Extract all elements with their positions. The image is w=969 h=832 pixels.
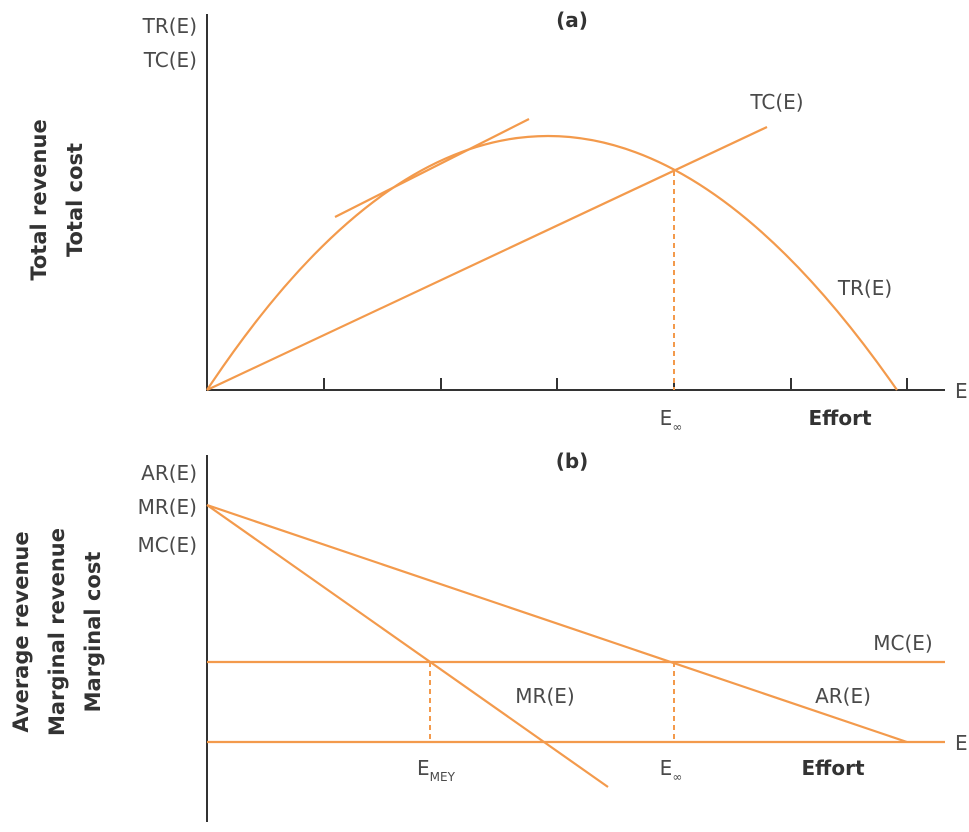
e-inf-label: E∞ bbox=[660, 406, 683, 434]
panel-b-title: (b) bbox=[556, 449, 589, 473]
total-cost-line bbox=[206, 126, 768, 391]
e-inf-main: E bbox=[660, 406, 673, 430]
e-mey-main: E bbox=[417, 756, 430, 780]
y-label-ar: AR(E) bbox=[141, 461, 197, 485]
e-mey-subscript: MEY bbox=[430, 770, 456, 784]
y-title-line-1: Average revenue bbox=[9, 531, 33, 732]
tangent-line bbox=[334, 118, 530, 218]
y-label-tr: TR(E) bbox=[142, 14, 197, 38]
x-end-label: E bbox=[955, 731, 968, 755]
panel-b: (b) AR(E) MR(E) MC(E) Average revenue Ma… bbox=[9, 449, 968, 822]
x-axis-title: Effort bbox=[808, 406, 871, 430]
mc-line-label: MC(E) bbox=[873, 631, 932, 655]
panel-b-y-title: Average revenue Marginal revenue Margina… bbox=[9, 528, 105, 736]
average-revenue-line bbox=[206, 503, 908, 744]
e-inf-main: E bbox=[660, 756, 673, 780]
e-mey-label: EMEY bbox=[417, 756, 456, 784]
x-axis-title: Effort bbox=[801, 756, 864, 780]
e-inf-label: E∞ bbox=[660, 756, 683, 784]
total-revenue-curve bbox=[206, 135, 898, 391]
mr-line-label: MR(E) bbox=[515, 684, 574, 708]
e-inf-subscript: ∞ bbox=[672, 420, 682, 434]
y-label-tc: TC(E) bbox=[143, 48, 197, 72]
panel-a: (a) TR(E) TC(E) Total revenue Total cost… bbox=[27, 8, 968, 434]
y-label-mr: MR(E) bbox=[138, 495, 197, 519]
tr-curve-label: TR(E) bbox=[837, 276, 892, 300]
y-title-line-1: Total revenue bbox=[27, 119, 51, 280]
y-title-line-2: Total cost bbox=[63, 143, 87, 257]
tc-curve-label: TC(E) bbox=[749, 90, 803, 114]
panel-a-y-title: Total revenue Total cost bbox=[27, 119, 87, 280]
y-title-line-3: Marginal cost bbox=[81, 552, 105, 713]
marginal-revenue-line bbox=[206, 504, 609, 788]
panel-a-title: (a) bbox=[556, 8, 588, 32]
y-title-line-2: Marginal revenue bbox=[45, 528, 69, 736]
y-label-mc: MC(E) bbox=[138, 533, 197, 557]
ar-line-label: AR(E) bbox=[815, 684, 871, 708]
e-inf-subscript: ∞ bbox=[672, 770, 682, 784]
x-end-label: E bbox=[955, 379, 968, 403]
